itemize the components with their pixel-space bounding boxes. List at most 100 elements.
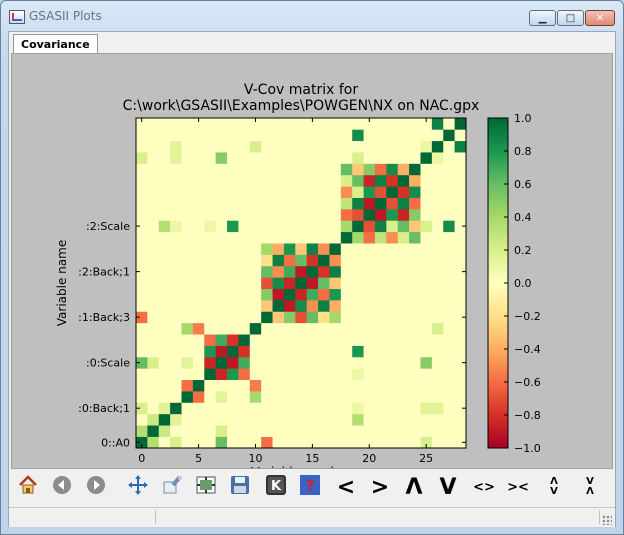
heatmap-cell — [318, 209, 330, 221]
shrink-x-button[interactable]: >< — [505, 474, 531, 500]
heatmap-cell — [431, 356, 444, 369]
home-button[interactable] — [15, 474, 41, 500]
close-button[interactable]: ✕ — [585, 10, 615, 26]
heatmap-cell — [409, 152, 421, 164]
zoom-button[interactable] — [159, 474, 185, 500]
heatmap-cell — [204, 209, 216, 221]
heatmap-cell — [363, 425, 376, 437]
heatmap-cell — [215, 391, 228, 403]
heatmap-cell — [147, 186, 160, 198]
expand-y-button[interactable]: Λ V — [541, 474, 567, 500]
heatmap-cell — [158, 243, 171, 255]
tab-covariance[interactable]: Covariance — [13, 34, 98, 54]
heatmap-cell — [329, 197, 342, 210]
heatmap-cell — [204, 436, 216, 449]
heatmap-cell — [181, 140, 194, 153]
heatmap-cell — [147, 220, 160, 233]
pan-button[interactable] — [125, 474, 151, 500]
shift-left-button[interactable]: < — [333, 474, 359, 500]
heatmap-cell — [158, 197, 171, 210]
heatmap-cell — [318, 391, 330, 403]
heatmap-cell — [283, 129, 296, 142]
heatmap-cell — [420, 197, 433, 210]
heatmap-cell — [386, 345, 399, 358]
key-button[interactable]: K — [263, 474, 289, 500]
heatmap-cell — [227, 311, 239, 324]
heatmap-cell — [340, 152, 353, 164]
heatmap-cell — [249, 425, 262, 437]
heatmap-cell — [306, 174, 319, 187]
heatmap-cell — [181, 209, 194, 221]
heatmap-cell — [215, 197, 228, 210]
heatmap-cell — [170, 356, 182, 369]
minimize-button[interactable]: ▁ — [529, 10, 556, 26]
heatmap-cell — [340, 118, 353, 130]
x-tick-label: 10 — [248, 452, 262, 465]
heatmap-cell — [147, 231, 160, 244]
status-divider — [599, 510, 600, 524]
heatmap-cell — [158, 231, 171, 244]
shift-right-button[interactable]: > — [367, 474, 393, 500]
heatmap-cell — [306, 220, 319, 233]
title-bar[interactable]: GSASII Plots ▁ □ ✕ — [1, 1, 623, 31]
shift-up-button[interactable]: Λ — [401, 474, 427, 500]
heatmap-cell — [158, 163, 171, 176]
resize-grip[interactable] — [602, 515, 612, 525]
heatmap-cell — [306, 231, 319, 244]
heatmap-cell — [283, 436, 296, 449]
heatmap-cell — [306, 311, 319, 324]
covariance-heatmap[interactable]: V-Cov matrix forC:\work\GSASII\Examples\… — [12, 54, 612, 468]
heatmap-cell — [283, 425, 296, 437]
heatmap-cell — [454, 243, 467, 255]
heatmap-cell — [340, 174, 353, 187]
heatmap-cell — [454, 288, 467, 301]
heatmap-cell — [215, 334, 228, 346]
heatmap-cell — [329, 436, 342, 449]
back-button[interactable] — [49, 474, 75, 500]
heatmap-cell — [158, 425, 171, 437]
heatmap-cell — [352, 186, 364, 198]
heatmap-cell — [136, 220, 148, 233]
heatmap-cell — [204, 425, 216, 437]
expand-x-button[interactable]: <> — [471, 474, 497, 500]
heatmap-cell — [454, 129, 467, 142]
x-axis-label: Variable number — [251, 465, 350, 468]
heatmap-cell — [374, 140, 387, 153]
heatmap-cell — [409, 174, 421, 187]
shrink-y-button[interactable]: V Λ — [577, 474, 603, 500]
forward-button[interactable] — [83, 474, 109, 500]
heatmap-cell — [295, 265, 307, 278]
heatmap-cell — [420, 368, 433, 381]
heatmap-cell — [340, 379, 353, 392]
heatmap-cell — [397, 265, 410, 278]
heatmap-cell — [340, 254, 353, 267]
subplots-button[interactable] — [193, 474, 219, 500]
heatmap-cell — [272, 186, 285, 198]
heatmap-cell — [329, 254, 342, 267]
help-button[interactable]: ? — [297, 474, 323, 500]
heatmap-cell — [420, 118, 433, 130]
heatmap-cell — [227, 402, 239, 415]
maximize-button[interactable]: □ — [557, 10, 584, 26]
save-button[interactable] — [227, 474, 253, 500]
heatmap-cell — [443, 277, 455, 289]
heatmap-cell — [295, 402, 307, 415]
heatmap-cell — [238, 243, 251, 255]
heatmap-cell — [158, 209, 171, 221]
heatmap-cell — [374, 209, 387, 221]
heatmap-cell — [272, 391, 285, 403]
heatmap-cell — [306, 322, 319, 335]
heatmap-cell — [181, 345, 194, 358]
heatmap-cell — [272, 277, 285, 289]
heatmap-cell — [215, 379, 228, 392]
heatmap-cell — [443, 436, 455, 449]
shift-down-button[interactable]: V — [435, 474, 461, 500]
heatmap-cell — [340, 277, 353, 289]
heatmap-cell — [227, 163, 239, 176]
heatmap-cell — [397, 288, 410, 301]
heatmap-cell — [181, 311, 194, 324]
heatmap-cell — [409, 186, 421, 198]
heatmap-cell — [170, 379, 182, 392]
figure-canvas[interactable]: V-Cov matrix for C:\work\GSASII\Examples\… — [11, 53, 613, 469]
heatmap-cell — [443, 254, 455, 267]
